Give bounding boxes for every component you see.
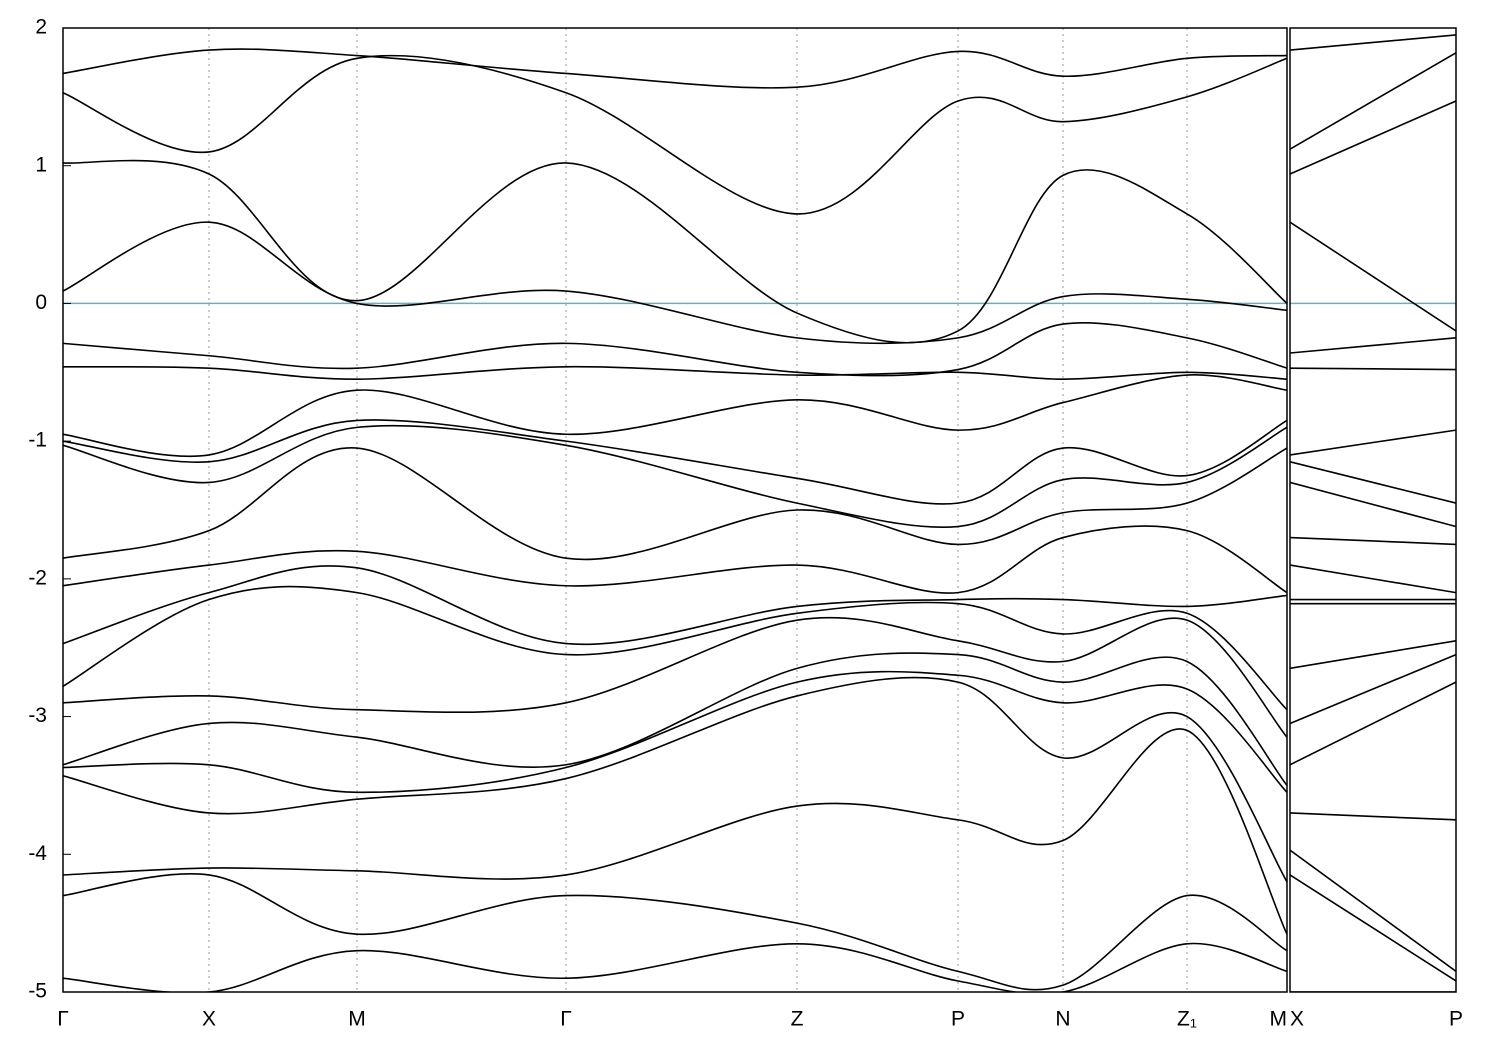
x-tick-label: Z <box>791 1008 804 1031</box>
band <box>1290 100 1456 175</box>
y-tick-label: -3 <box>28 704 47 727</box>
band <box>1290 849 1456 972</box>
band <box>63 54 1287 215</box>
band <box>63 525 1287 594</box>
band <box>63 365 1287 380</box>
band <box>63 670 1287 794</box>
y-tick-label: -1 <box>28 429 47 452</box>
y-tick-label: 2 <box>35 16 47 39</box>
x-tick-label: P <box>1449 1008 1463 1031</box>
plot-area <box>1290 28 1456 992</box>
band <box>63 447 1287 561</box>
band <box>1290 874 1456 982</box>
x-tick-label: P <box>951 1008 965 1031</box>
band <box>63 374 1287 458</box>
band <box>1290 337 1456 354</box>
band <box>63 676 1287 883</box>
band <box>63 221 1287 345</box>
x-tick-label: X <box>202 1008 216 1031</box>
band <box>63 419 1287 505</box>
band <box>1290 681 1456 766</box>
band <box>63 728 1287 935</box>
band <box>1290 481 1456 528</box>
band <box>1290 564 1456 594</box>
band <box>1290 812 1456 821</box>
x-tick-label: N <box>1055 1008 1070 1031</box>
y-tick-label: -2 <box>28 566 47 589</box>
x-tick-label: X <box>1290 1008 1304 1031</box>
band <box>1290 52 1456 150</box>
band <box>63 321 1287 377</box>
band <box>1290 367 1456 371</box>
band <box>1290 640 1456 670</box>
band <box>1290 653 1456 725</box>
y-tick-label: 1 <box>35 153 47 176</box>
x-tick-label: M <box>1270 1008 1288 1031</box>
band <box>63 873 1287 991</box>
band <box>63 48 1287 89</box>
band <box>63 942 1287 992</box>
band <box>63 616 1287 738</box>
plot-area <box>63 28 1287 992</box>
x-tick-label: Γ <box>57 1008 69 1031</box>
band <box>63 652 1287 786</box>
x-tick-label: Γ <box>560 1008 572 1031</box>
y-tick-label: -5 <box>28 980 47 1003</box>
y-tick-label: 0 <box>35 291 47 314</box>
x-tick-label: Z₁ <box>1177 1008 1197 1031</box>
x-tick-label: M <box>348 1008 366 1031</box>
band <box>63 159 1287 344</box>
band <box>63 565 1287 646</box>
frame <box>62 27 1288 993</box>
y-tick-label: -4 <box>28 842 47 865</box>
band <box>1290 221 1456 332</box>
band <box>1290 34 1456 51</box>
band <box>63 424 1287 528</box>
band <box>1290 429 1456 456</box>
band <box>63 585 1287 711</box>
band <box>1290 536 1456 546</box>
band <box>1290 461 1456 504</box>
frame <box>1289 27 1457 993</box>
